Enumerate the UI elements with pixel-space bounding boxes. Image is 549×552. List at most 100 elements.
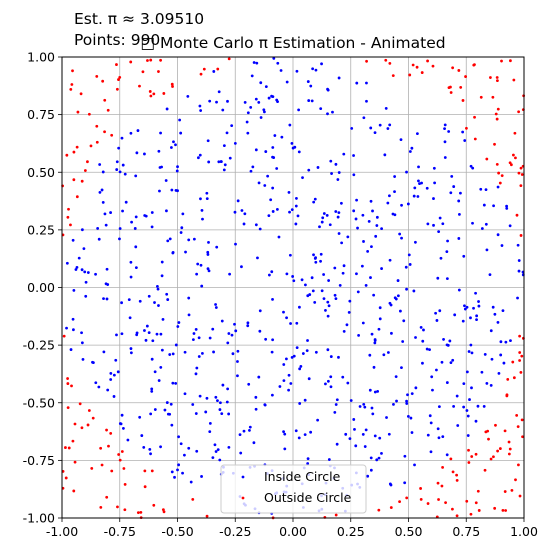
- point-outside: [136, 511, 140, 515]
- point-inside: [413, 463, 416, 467]
- point-inside: [360, 264, 364, 268]
- point-inside: [403, 481, 407, 485]
- point-inside: [247, 382, 251, 386]
- point-inside: [482, 203, 486, 207]
- point-outside: [512, 78, 516, 82]
- point-inside: [218, 458, 222, 462]
- point-inside: [306, 457, 310, 461]
- point-outside: [498, 181, 502, 185]
- point-inside: [443, 127, 446, 131]
- y-tick-label: -0.25: [23, 338, 55, 353]
- point-inside: [484, 222, 488, 226]
- point-inside: [273, 134, 277, 137]
- point-inside: [246, 131, 250, 135]
- point-inside: [463, 139, 467, 142]
- point-inside: [453, 313, 457, 317]
- point-inside: [348, 299, 352, 303]
- point-inside: [208, 336, 212, 340]
- point-inside: [160, 274, 164, 278]
- point-inside: [290, 141, 294, 145]
- point-outside: [80, 179, 84, 183]
- point-inside: [334, 162, 338, 166]
- y-tick-label: 0.75: [27, 107, 55, 122]
- point-inside: [491, 305, 495, 309]
- point-inside: [288, 123, 292, 127]
- y-tick-label: 1.00: [27, 50, 55, 65]
- point-inside: [94, 381, 98, 385]
- point-inside: [344, 432, 348, 436]
- point-inside: [291, 146, 295, 150]
- point-outside: [79, 92, 83, 96]
- point-inside: [394, 297, 398, 301]
- point-inside: [239, 451, 243, 455]
- point-inside: [405, 170, 408, 174]
- point-inside: [373, 341, 377, 345]
- point-outside: [451, 66, 455, 70]
- point-inside: [301, 352, 305, 355]
- point-inside: [271, 95, 275, 99]
- point-inside: [187, 446, 191, 450]
- point-inside: [348, 437, 352, 441]
- point-inside: [194, 328, 198, 331]
- point-inside: [155, 332, 159, 336]
- point-inside: [290, 208, 294, 212]
- point-inside: [118, 227, 122, 230]
- y-tick-label: -0.75: [23, 453, 55, 468]
- point-inside: [248, 429, 251, 432]
- point-inside: [217, 90, 221, 94]
- point-outside: [501, 509, 505, 512]
- point-inside: [488, 273, 492, 277]
- point-inside: [271, 338, 275, 342]
- point-inside: [134, 266, 138, 270]
- point-inside: [149, 452, 152, 456]
- point-inside: [385, 416, 388, 419]
- point-outside: [486, 429, 490, 433]
- point-outside: [485, 157, 489, 161]
- point-outside: [66, 406, 70, 410]
- point-inside: [393, 190, 396, 194]
- point-outside: [464, 75, 467, 78]
- point-outside: [517, 463, 520, 467]
- point-inside: [319, 252, 323, 256]
- point-inside: [369, 456, 373, 460]
- point-inside: [230, 124, 234, 128]
- point-inside: [388, 194, 391, 198]
- point-outside: [473, 137, 477, 141]
- point-inside: [267, 273, 271, 277]
- point-inside: [240, 265, 243, 269]
- point-inside: [124, 200, 128, 204]
- point-inside: [102, 297, 105, 300]
- point-inside: [129, 275, 133, 279]
- point-inside: [393, 213, 397, 217]
- point-inside: [297, 150, 301, 154]
- point-inside: [436, 276, 440, 280]
- point-inside: [333, 266, 337, 270]
- point-inside: [457, 199, 461, 203]
- point-inside: [283, 447, 287, 451]
- point-inside: [366, 474, 370, 478]
- point-inside: [240, 209, 244, 212]
- point-inside: [403, 454, 407, 458]
- point-inside: [187, 313, 191, 317]
- point-inside: [337, 211, 341, 214]
- point-inside: [417, 179, 420, 183]
- point-outside: [493, 506, 497, 510]
- point-inside: [115, 333, 118, 337]
- point-outside: [72, 178, 76, 182]
- point-inside: [227, 412, 231, 416]
- point-outside: [494, 423, 497, 427]
- point-inside: [380, 267, 383, 270]
- point-inside: [412, 194, 416, 198]
- point-inside: [412, 289, 416, 293]
- point-inside: [205, 396, 209, 400]
- point-outside: [508, 447, 512, 451]
- point-inside: [365, 81, 368, 85]
- point-outside: [118, 76, 122, 79]
- point-outside: [162, 510, 166, 514]
- point-outside: [103, 98, 107, 102]
- point-inside: [121, 163, 125, 167]
- point-inside: [377, 456, 381, 460]
- point-outside: [78, 402, 82, 406]
- point-inside: [457, 288, 461, 292]
- point-inside: [387, 432, 391, 436]
